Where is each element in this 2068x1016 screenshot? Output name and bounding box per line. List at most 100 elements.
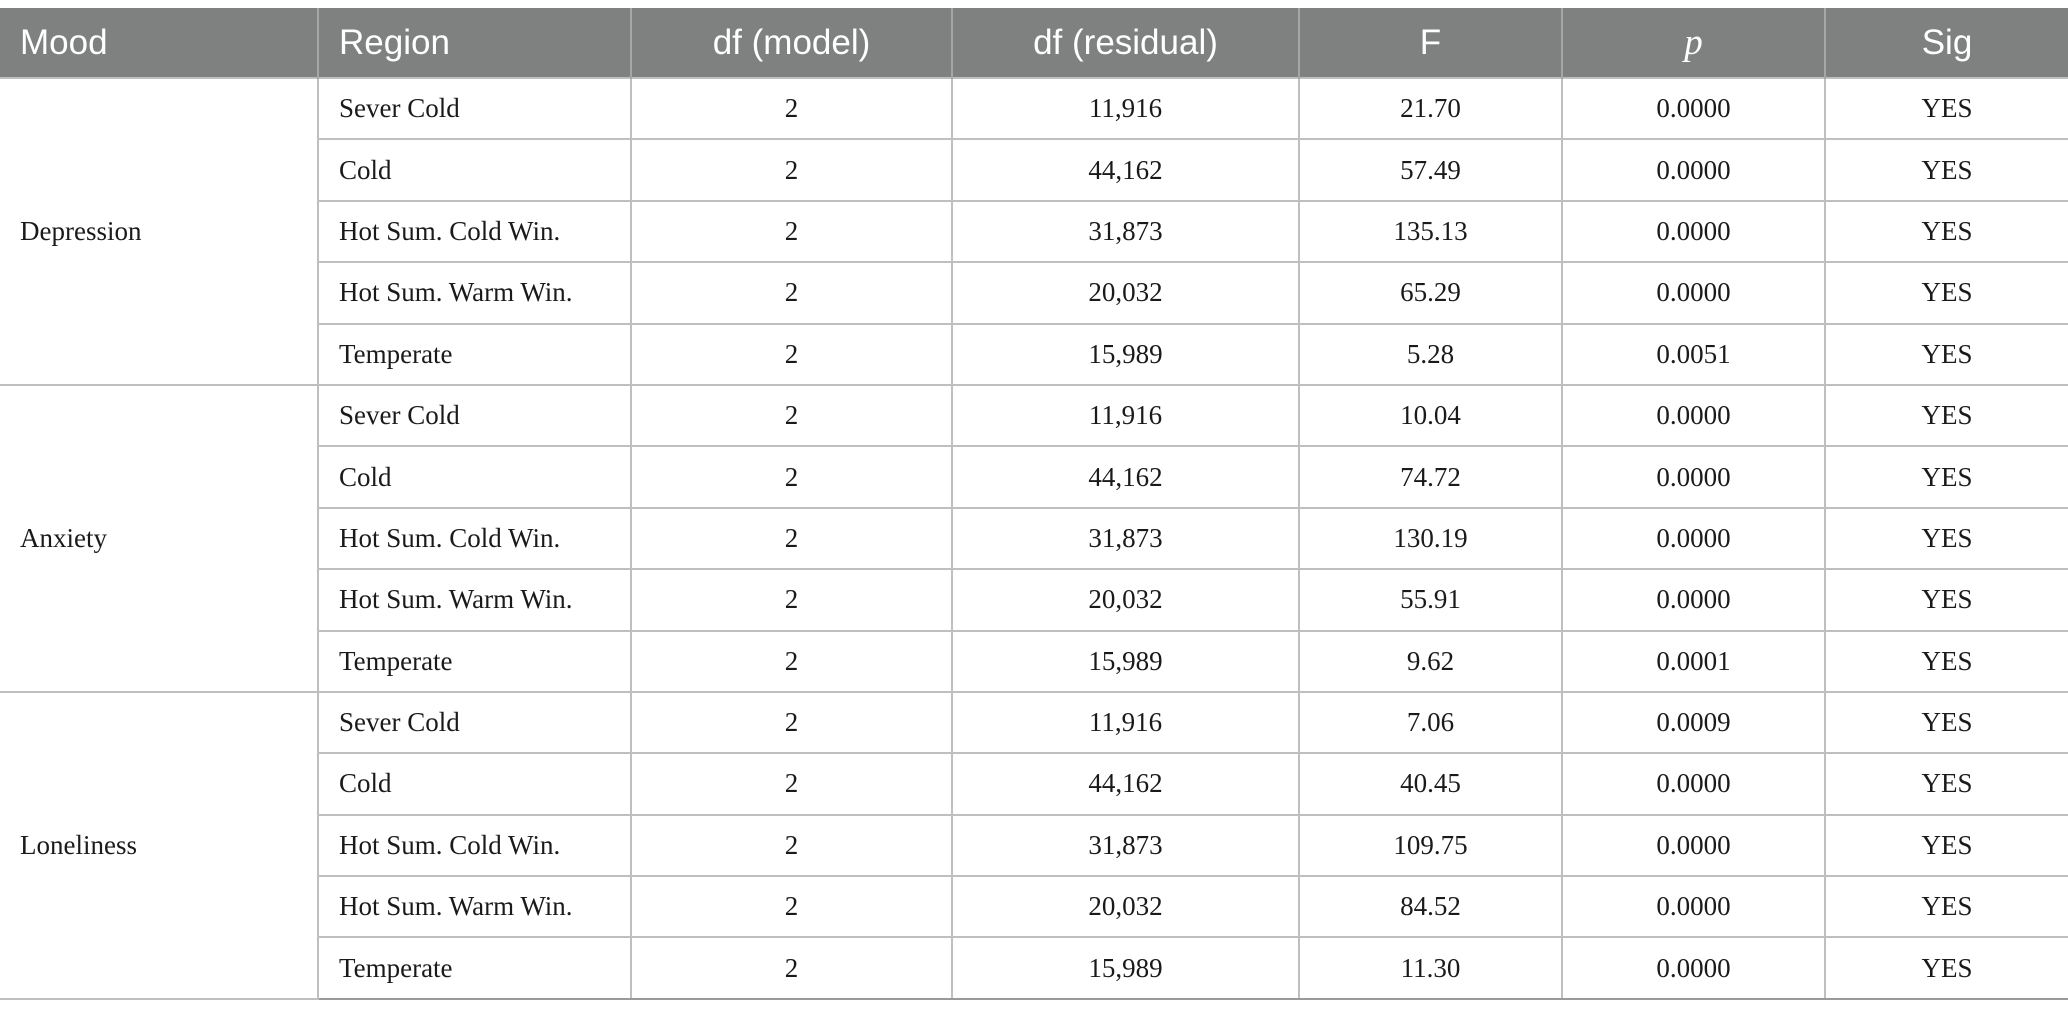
cell-region: Cold <box>318 138 632 202</box>
table-row: Hot Sum. Warm Win. 2 20,032 84.52 0.0000 YES <box>0 875 2068 939</box>
cell-sig: YES <box>1824 506 2068 571</box>
cell-df-residual: 44,162 <box>951 752 1300 816</box>
cell-region: Sever Cold <box>317 76 632 141</box>
cell-df-residual: 44,162 <box>951 138 1300 202</box>
cell-f: 84.52 <box>1298 875 1563 939</box>
table-body: Depression Sever Cold 2 11,916 21.70 0.0000 YE… <box>0 76 2068 1000</box>
cell-p: 0.0000 <box>1561 76 1826 141</box>
cell-df-residual: 11,916 <box>951 690 1300 755</box>
cell-df-residual: 44,162 <box>951 445 1300 509</box>
cell-df-residual: 31,873 <box>951 813 1300 878</box>
cell-df-model: 2 <box>630 138 953 202</box>
table-row: Cold 2 44,162 74.72 0.0000 YES <box>0 445 2068 509</box>
cell-df-residual: 15,989 <box>951 322 1300 386</box>
cell-region: Hot Sum. Warm Win. <box>318 568 632 632</box>
header-row: Mood Region df (model) df (residual) F p… <box>0 8 2068 78</box>
cell-sig: YES <box>1824 322 2068 386</box>
cell-f: 10.04 <box>1298 383 1563 448</box>
cell-sig: YES <box>1824 568 2068 632</box>
cell-region: Hot Sum. Cold Win. <box>318 199 632 264</box>
cell-df-residual: 15,989 <box>951 936 1300 1000</box>
cell-df-model: 2 <box>630 322 953 386</box>
table-row: Temperate 2 15,989 5.28 0.0051 YES <box>0 322 2068 386</box>
table-row: Cold 2 44,162 40.45 0.0000 YES <box>0 752 2068 816</box>
cell-region: Sever Cold <box>317 690 632 755</box>
header-f: F <box>1298 8 1562 78</box>
cell-sig: YES <box>1824 936 2068 1000</box>
cell-f: 65.29 <box>1298 261 1563 325</box>
cell-p: 0.0000 <box>1561 138 1826 202</box>
cell-df-model: 2 <box>630 383 953 448</box>
table-row: Hot Sum. Cold Win. 2 31,873 135.13 0.0000 YES <box>0 199 2068 264</box>
table-container: Mood Region df (model) df (residual) F p… <box>0 8 2068 1000</box>
table-row: Loneliness Sever Cold 2 11,916 7.06 0.0009 YES <box>0 690 2068 1000</box>
cell-p: 0.0000 <box>1561 936 1826 1000</box>
header-df-model: df (model) <box>630 8 952 78</box>
cell-df-model: 2 <box>630 199 953 264</box>
cell-df-model: 2 <box>630 875 953 939</box>
table-row: Temperate 2 15,989 9.62 0.0001 YES <box>0 629 2068 693</box>
cell-f: 7.06 <box>1298 690 1563 755</box>
cell-df-model: 2 <box>630 261 953 325</box>
cell-p: 0.0001 <box>1561 629 1826 693</box>
cell-df-model: 2 <box>630 76 953 141</box>
cell-df-residual: 20,032 <box>951 875 1300 939</box>
cell-df-residual: 11,916 <box>951 383 1300 448</box>
cell-mood: Depression <box>0 77 319 386</box>
cell-mood: Loneliness <box>0 690 319 1000</box>
cell-sig: YES <box>1824 752 2068 816</box>
cell-df-model: 2 <box>630 690 953 755</box>
cell-region: Hot Sum. Cold Win. <box>318 506 632 571</box>
cell-f: 130.19 <box>1298 506 1563 571</box>
cell-sig: YES <box>1824 261 2068 325</box>
cell-p: 0.0000 <box>1561 875 1826 939</box>
cell-df-residual: 31,873 <box>951 199 1300 264</box>
cell-df-residual: 31,873 <box>951 506 1300 571</box>
cell-f: 40.45 <box>1298 752 1563 816</box>
cell-sig: YES <box>1824 813 2068 878</box>
anova-results-table: Mood Region df (model) df (residual) F p… <box>0 8 2068 1000</box>
cell-sig: YES <box>1824 383 2068 448</box>
cell-df-model: 2 <box>630 813 953 878</box>
cell-f: 135.13 <box>1298 199 1563 264</box>
cell-sig: YES <box>1824 875 2068 939</box>
cell-df-model: 2 <box>630 629 953 693</box>
cell-p: 0.0000 <box>1561 383 1826 448</box>
header-mood: Mood <box>20 22 108 62</box>
cell-p: 0.0000 <box>1561 568 1826 632</box>
header-region: Region <box>317 8 631 78</box>
cell-f: 55.91 <box>1298 568 1563 632</box>
cell-df-residual: 15,989 <box>951 629 1300 693</box>
cell-mood: Anxiety <box>0 383 319 693</box>
cell-p: 0.0000 <box>1561 506 1826 571</box>
cell-region: Temperate <box>318 322 632 386</box>
cell-df-residual: 11,916 <box>951 76 1300 141</box>
cell-p: 0.0000 <box>1561 813 1826 878</box>
cell-df-model: 2 <box>630 568 953 632</box>
cell-sig: YES <box>1824 199 2068 264</box>
cell-sig: YES <box>1824 629 2068 693</box>
cell-p: 0.0000 <box>1561 199 1826 264</box>
cell-f: 57.49 <box>1298 138 1563 202</box>
cell-region: Temperate <box>318 936 632 1000</box>
header-sig: Sig <box>1824 8 2068 78</box>
cell-f: 11.30 <box>1298 936 1563 1000</box>
cell-p: 0.0000 <box>1561 752 1826 816</box>
cell-p: 0.0009 <box>1561 690 1826 755</box>
cell-df-model: 2 <box>630 936 953 1000</box>
table-row: Hot Sum. Warm Win. 2 20,032 65.29 0.0000 YES <box>0 261 2068 325</box>
cell-region: Cold <box>318 445 632 509</box>
cell-df-model: 2 <box>630 445 953 509</box>
cell-df-residual: 20,032 <box>951 261 1300 325</box>
cell-region: Cold <box>318 752 632 816</box>
cell-p: 0.0051 <box>1561 322 1826 386</box>
cell-f: 5.28 <box>1298 322 1563 386</box>
cell-df-model: 2 <box>630 506 953 571</box>
cell-p: 0.0000 <box>1561 261 1826 325</box>
header-df-residual: df (residual) <box>951 8 1299 78</box>
cell-f: 9.62 <box>1298 629 1563 693</box>
cell-region: Hot Sum. Warm Win. <box>318 875 632 939</box>
cell-region: Sever Cold <box>317 383 632 448</box>
cell-sig: YES <box>1824 445 2068 509</box>
cell-sig: YES <box>1824 138 2068 202</box>
